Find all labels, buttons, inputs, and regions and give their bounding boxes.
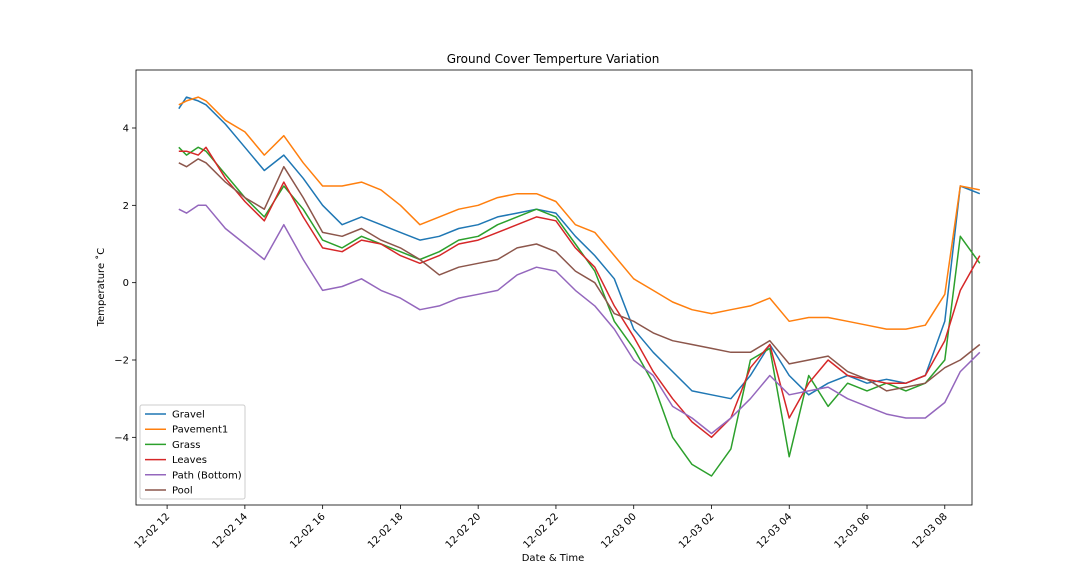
series-line-0	[178, 96, 981, 400]
series-line-4	[178, 204, 981, 435]
series-line-1	[178, 96, 980, 330]
x-tick-label: 12-02 22	[521, 511, 561, 551]
legend-label: Leaves	[172, 455, 207, 466]
x-tick-label: 12-03 02	[677, 511, 717, 551]
series-line-5	[178, 158, 981, 392]
legend-label: Path (Bottom)	[172, 470, 242, 481]
x-tick-label: 12-02 14	[210, 511, 250, 551]
x-tick-label: 12-03 00	[599, 511, 639, 551]
legend-label: Gravel	[172, 410, 205, 421]
x-tick-label: 12-02 16	[288, 511, 328, 551]
chart-title: Ground Cover Temperture Variation	[447, 52, 660, 66]
legend: Gravel Pavement1 Grass Leaves Path (Bottom) P…	[139, 404, 246, 500]
series-line-3	[178, 146, 981, 439]
plot-area	[135, 69, 973, 506]
y-tick-label: −4	[114, 433, 129, 444]
legend-label: Grass	[172, 440, 200, 451]
y-tick-label: 4	[123, 124, 129, 135]
legend-label: Pool	[172, 486, 193, 497]
x-axis-label: Date & Time	[522, 553, 585, 564]
series-line-2	[178, 146, 981, 477]
legend-label: Pavement1	[172, 425, 228, 436]
x-tick-label: 12-03 04	[755, 511, 795, 551]
y-tick-label: 0	[123, 278, 129, 289]
y-axis-ticks: 4 2 0 −2 −4	[114, 124, 136, 444]
x-tick-label: 12-02 12	[133, 511, 173, 551]
x-tick-label: 12-02 18	[366, 511, 406, 551]
x-tick-label: 12-03 06	[833, 511, 873, 551]
series-lines	[178, 96, 981, 477]
x-axis-ticks: 12-02 12 12-02 14 12-02 16 12-02 18 12-02 20…	[133, 505, 950, 551]
y-tick-label: −2	[114, 356, 129, 367]
y-axis-label: Temperature ˚C	[95, 248, 107, 328]
y-tick-label: 2	[123, 201, 129, 212]
x-tick-label: 12-03 08	[910, 511, 950, 551]
legend-box	[139, 404, 246, 500]
x-tick-label: 12-02 20	[444, 511, 484, 551]
